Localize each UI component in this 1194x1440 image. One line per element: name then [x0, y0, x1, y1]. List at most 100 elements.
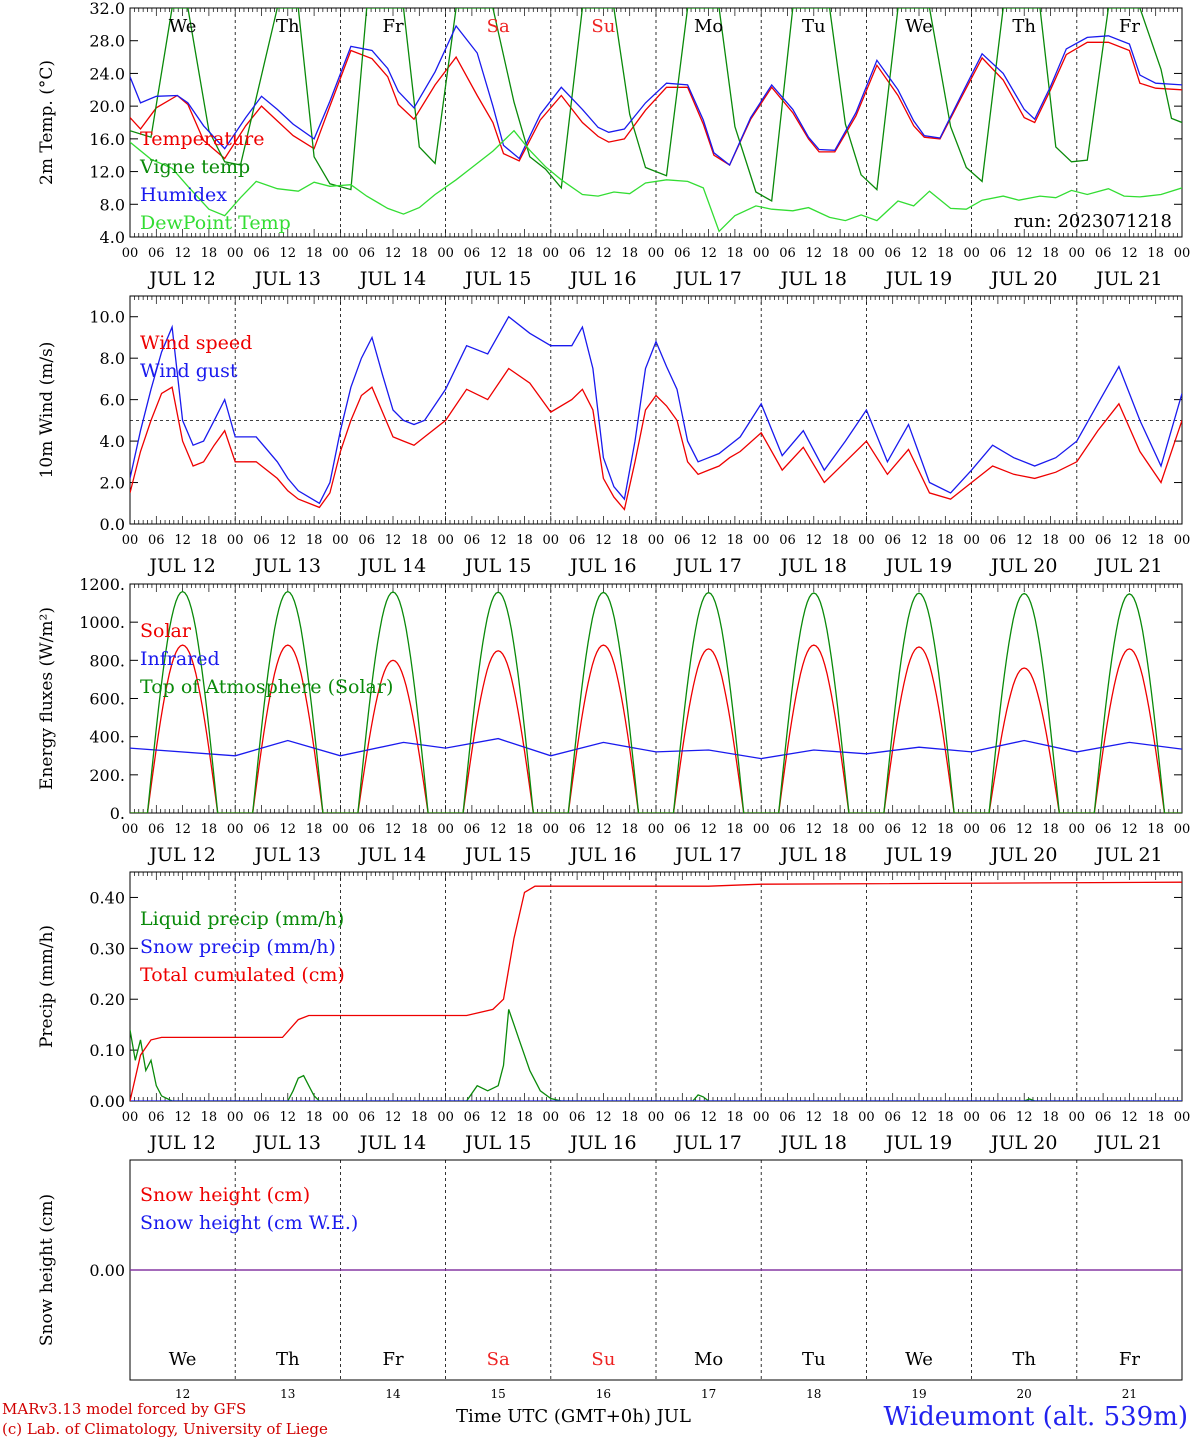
x-hour-label: 06 [1095, 1110, 1112, 1125]
x-hour-label: 00 [543, 246, 560, 261]
x-hour-label: 06 [674, 822, 691, 837]
x-date-label: JUL 18 [779, 844, 847, 866]
x-hour-label: 00 [122, 533, 139, 548]
x-hour-label: 18 [621, 822, 638, 837]
x-hour-label: 00 [437, 1110, 454, 1125]
day-number-label: 20 [1017, 1387, 1032, 1401]
weekday-label: We [905, 1349, 933, 1370]
panel-energy: 0. 200. 400. 600. 800. 1000. 1200. Energy fluxe… [37, 575, 1190, 866]
legend-wind-gust: Wind gust [140, 360, 238, 382]
x-hour-label: 00 [332, 533, 349, 548]
legend-snow-height-cm-w-e: Snow height (cm W.E.) [140, 1212, 358, 1234]
weekday-label: Th [1012, 16, 1036, 37]
y-tick-label: 8.0 [100, 195, 125, 214]
x-hour-label: 06 [464, 1110, 481, 1125]
x-hour-label: 12 [490, 822, 507, 837]
x-hour-label: 00 [858, 822, 875, 837]
x-hour-label: 06 [674, 533, 691, 548]
x-hour-label: 00 [753, 246, 770, 261]
series-total-cumulated-cm [130, 881, 1182, 1101]
x-hour-label: 06 [990, 822, 1007, 837]
x-hour-label: 06 [990, 246, 1007, 261]
y-axis-label: Snow height (cm) [37, 1194, 57, 1346]
x-hour-label: 18 [832, 246, 849, 261]
y-tick-label: 16.0 [89, 130, 125, 149]
credit-line-1: MARv3.13 model forced by GFS [2, 1400, 247, 1418]
x-hour-label: 12 [1121, 822, 1138, 837]
y-tick-label: 0. [110, 804, 125, 823]
x-hour-label: 00 [437, 822, 454, 837]
x-hour-label: 12 [595, 246, 612, 261]
x-hour-label: 06 [148, 533, 165, 548]
legend-wind-speed: Wind speed [140, 332, 252, 354]
x-date-label: JUL 19 [884, 555, 952, 577]
x-date-label: JUL 20 [989, 268, 1057, 290]
x-hour-label: 12 [385, 1110, 402, 1125]
x-hour-label: 00 [1174, 533, 1191, 548]
x-hour-label: 18 [516, 822, 533, 837]
x-hour-label: 00 [1174, 822, 1191, 837]
x-date-label: JUL 12 [147, 555, 215, 577]
x-date-label: JUL 12 [147, 844, 215, 866]
x-hour-label: 06 [779, 533, 796, 548]
x-hour-label: 12 [595, 533, 612, 548]
x-date-label: JUL 16 [568, 555, 636, 577]
x-hour-label: 18 [937, 822, 954, 837]
x-date-label: JUL 13 [253, 268, 321, 290]
y-tick-label: 0.00 [89, 1092, 125, 1111]
x-hour-label: 06 [990, 533, 1007, 548]
x-hour-label: 18 [621, 246, 638, 261]
weekday-label: Mo [694, 16, 723, 37]
x-hour-label: 18 [1147, 246, 1164, 261]
x-hour-label: 12 [595, 822, 612, 837]
x-date-label: JUL 15 [463, 555, 531, 577]
x-hour-label: 00 [858, 246, 875, 261]
panel-temperature: 4.0 8.0 12.0 16.0 20.0 24.0 28.0 32.0 2m Temp. (… [37, 0, 1190, 290]
x-hour-label: 00 [648, 1110, 665, 1125]
weekday-label: Mo [694, 1349, 723, 1370]
x-hour-label: 12 [595, 1110, 612, 1125]
x-hour-label: 12 [280, 822, 297, 837]
x-hour-label: 18 [306, 533, 323, 548]
x-hour-label: 12 [1121, 246, 1138, 261]
x-hour-label: 00 [963, 246, 980, 261]
x-date-label: JUL 13 [253, 844, 321, 866]
weekday-label: Su [591, 16, 615, 37]
series-infrared [130, 737, 1182, 760]
x-hour-label: 12 [911, 822, 928, 837]
station-name: Wideumont (alt. 539m) [883, 1402, 1188, 1432]
x-hour-label: 06 [358, 1110, 375, 1125]
x-hour-label: 18 [832, 533, 849, 548]
x-hour-label: 00 [227, 246, 244, 261]
series-top-of-atmosphere-solar [130, 590, 1182, 813]
x-hour-label: 18 [411, 533, 428, 548]
plot-area [130, 315, 1182, 511]
y-tick-label: 0.30 [89, 939, 125, 958]
weekday-label: Fr [1119, 1349, 1140, 1370]
x-hour-label: 06 [464, 533, 481, 548]
x-hour-label: 06 [253, 533, 270, 548]
x-hour-label: 06 [148, 822, 165, 837]
x-hour-label: 00 [963, 533, 980, 548]
x-hour-label: 12 [385, 533, 402, 548]
x-hour-label: 06 [464, 246, 481, 261]
x-hour-label: 00 [858, 1110, 875, 1125]
x-date-label: JUL 20 [989, 1132, 1057, 1154]
y-tick-label: 32.0 [89, 0, 125, 18]
x-date-label: JUL 21 [1094, 844, 1162, 866]
x-hour-label: 00 [753, 533, 770, 548]
weekday-label: Th [1012, 1349, 1036, 1370]
x-hour-label: 06 [884, 822, 901, 837]
y-tick-label: 8.0 [100, 349, 125, 368]
weekday-label: We [169, 1349, 197, 1370]
x-hour-label: 18 [937, 1110, 954, 1125]
legend-vigne-temp: Vigne temp [139, 156, 250, 178]
x-hour-label: 12 [1016, 822, 1033, 837]
x-hour-label: 00 [963, 1110, 980, 1125]
x-hour-label: 12 [911, 1110, 928, 1125]
x-date-label: JUL 13 [253, 1132, 321, 1154]
x-date-label: JUL 21 [1094, 1132, 1162, 1154]
x-date-label: JUL 19 [884, 844, 952, 866]
x-hour-label: 00 [437, 533, 454, 548]
